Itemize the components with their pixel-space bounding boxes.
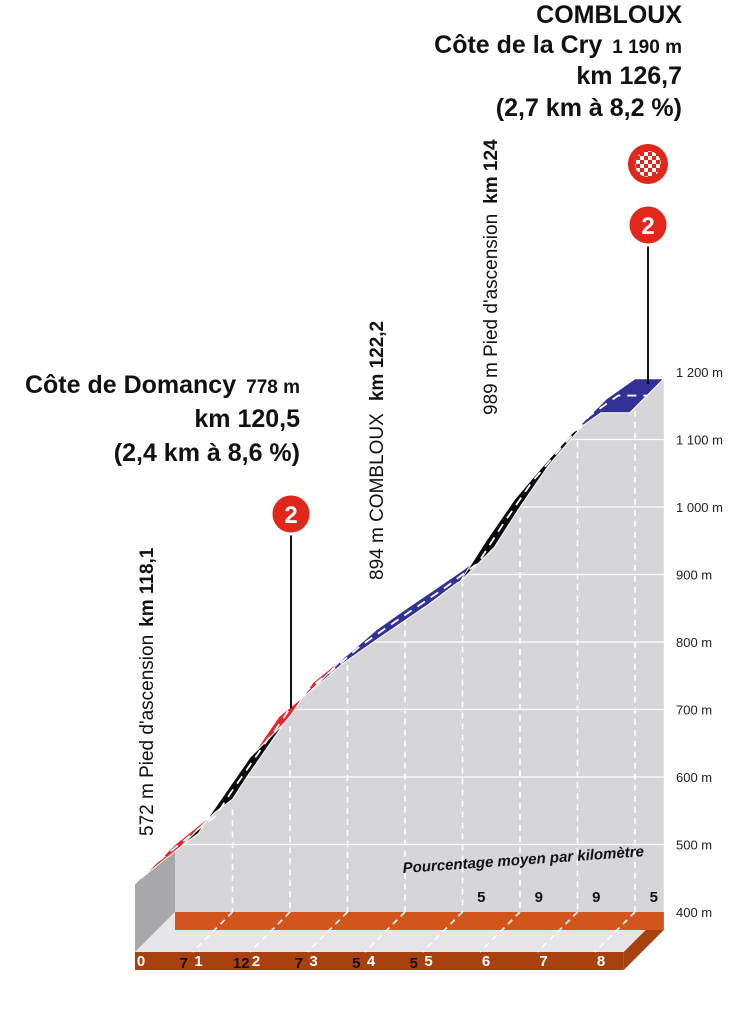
y-axis: 400 m 500 m 600 m 700 m 800 m 900 m 1 000 m 1 1… (676, 365, 723, 920)
km-gradient-label: 7 (180, 955, 188, 972)
domancy-name: Côte de Domancy (25, 371, 236, 399)
km-gradient-label: 5 (410, 955, 418, 972)
foot-domancy-label: 572 m Pied d'ascensionkm 118,1 (137, 547, 158, 836)
km-gradient-label: 12 (233, 955, 250, 972)
x-tick-label: 0 (137, 953, 145, 970)
domancy-marker: 2 (269, 492, 313, 708)
km-gradient-label: 9 (535, 889, 543, 906)
road-band-top (175, 912, 664, 930)
y-tick-label: 600 m (676, 770, 712, 785)
profile-grid (175, 371, 664, 953)
profile-side (135, 844, 175, 952)
grid-km-floor (421, 911, 464, 953)
cry-marker: 2 (626, 144, 670, 384)
cry-altitude: 1 190 m (612, 37, 682, 58)
foot-cry-label: 989 m Pied d'ascensionkm 124 (481, 139, 502, 415)
x-tick-label: 2 (252, 953, 260, 970)
y-tick-label: 1 100 m (676, 433, 723, 448)
x-tick-label: 3 (309, 953, 317, 970)
x-tick-label: 5 (424, 953, 432, 970)
x-tick-label: 1 (194, 953, 202, 970)
y-tick-label: 1 000 m (676, 500, 723, 515)
y-tick-label: 500 m (676, 838, 712, 853)
grid-km-floor (364, 911, 406, 953)
domancy-altitude: 778 m (246, 377, 300, 398)
y-tick-label: 1 200 m (676, 365, 723, 380)
km-gradient-label: 9 (592, 889, 600, 906)
y-tick-label: 700 m (676, 703, 712, 718)
y-tick-label: 900 m (676, 568, 712, 583)
domancy-annotation: Côte de Domancy 778 m km 120,5 (2,4 km à … (25, 371, 300, 467)
cry-category: 2 (641, 213, 654, 240)
grid-km-floor (306, 911, 349, 953)
profile-face (175, 378, 664, 912)
grid-km-floor (536, 911, 579, 953)
finish-flag-icon (628, 144, 668, 184)
domancy-km: km 120,5 (194, 405, 300, 433)
grid-km-floor (479, 911, 521, 953)
km-gradient-label: 7 (295, 955, 303, 972)
cry-detail: (2,7 km à 8,2 %) (496, 94, 682, 122)
category-badge-icon: 2 (626, 203, 670, 247)
km-gradient-labels: 7 12 7 5 55 9 9 5 (180, 889, 658, 972)
km-gradient-label: 5 (352, 955, 360, 972)
road-band-front (135, 952, 624, 970)
km-gradient-label: 5 (650, 889, 658, 906)
grid-km-floor (249, 911, 291, 953)
x-tick-label: 7 (539, 953, 547, 970)
cry-place: COMBLOUX (536, 1, 682, 29)
profile-ground (135, 378, 664, 970)
combloux-mid-label: 894 m COMBLOUXkm 122,2 (367, 321, 388, 580)
cry-annotation: COMBLOUX Côte de la Cry 1 190 m km 126,7 … (434, 1, 682, 122)
grid-km-floor (594, 911, 636, 953)
x-tick-label: 8 (597, 953, 605, 970)
grid-km-floor (191, 911, 234, 953)
cry-km: km 126,7 (576, 62, 682, 90)
category-badge-icon: 2 (269, 492, 313, 536)
domancy-detail: (2,4 km à 8,6 %) (114, 439, 300, 467)
y-tick-label: 800 m (676, 635, 712, 650)
domancy-category: 2 (284, 502, 297, 529)
x-tick-label: 4 (367, 953, 376, 970)
cry-name: Côte de la Cry (434, 31, 602, 59)
road-segment (571, 378, 665, 434)
climb-road (140, 378, 665, 879)
km-gradient-label: 5 (477, 889, 485, 906)
y-tick-label: 400 m (676, 905, 712, 920)
x-tick-label: 6 (482, 953, 490, 970)
